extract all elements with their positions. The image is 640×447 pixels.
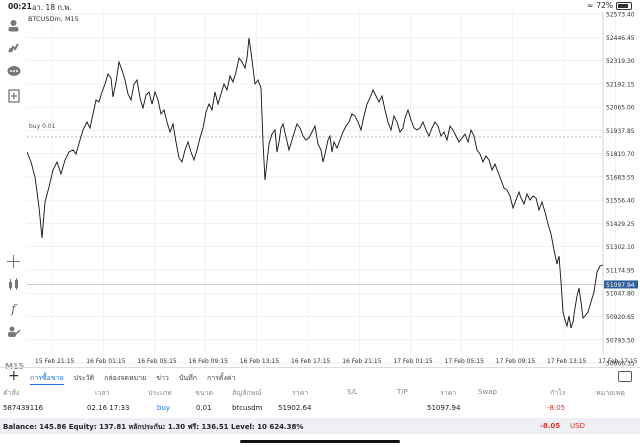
status-time: 00:21 <box>8 2 32 11</box>
battery-icon <box>616 1 632 10</box>
split-view-icon[interactable] <box>618 371 632 382</box>
account-summary-text: Balance: 145.86 Equity: 137.81 หลักประกั… <box>3 423 304 431</box>
trade-icon[interactable] <box>6 40 21 55</box>
cell-type: buy <box>157 404 171 412</box>
price-series-line <box>26 37 604 329</box>
price-chart[interactable]: 52573.40 52446.45 52319.30 52192.15 52065.00… <box>26 12 640 368</box>
time-tick-label: 16 Feb 17:15 <box>291 358 331 365</box>
time-tick-label: 17 Feb 09:15 <box>496 358 536 365</box>
price-tick-label: 52065.00 <box>606 105 635 112</box>
add-icon[interactable]: + <box>8 368 20 384</box>
bottom-tab-bar: + การซื้อขาย ประวัติ กล่องจดหมาย ข่าว บั… <box>0 367 640 386</box>
time-tick-label: 15 Feb 21:15 <box>35 358 75 365</box>
tabs: การซื้อขาย ประวัติ กล่องจดหมาย ข่าว บันท… <box>30 373 235 385</box>
status-right: ≈ 72% <box>587 1 632 10</box>
home-indicator <box>240 440 400 443</box>
account-icon[interactable] <box>6 18 21 33</box>
left-toolbar: f M15 <box>0 12 27 371</box>
add-document-icon[interactable] <box>6 88 21 103</box>
cell-profit: -8.05 <box>547 404 566 412</box>
price-tick-label: 50793.50 <box>606 337 635 344</box>
chart-grid <box>27 12 616 364</box>
col-volume: ขนาด <box>195 389 214 397</box>
timeframe-label[interactable]: M15 <box>5 362 25 371</box>
col-type: ประเภท <box>148 389 172 397</box>
indicators-icon[interactable] <box>6 277 21 292</box>
tab-news[interactable]: ข่าว <box>156 374 169 382</box>
tab-settings[interactable]: การตั้งค่า <box>206 374 236 382</box>
col-sl: S/L <box>347 388 358 396</box>
cell-price: 51902.64 <box>278 404 312 412</box>
time-tick-label: 16 Feb 01:15 <box>86 358 126 365</box>
price-tick-label: 50666.35 <box>606 361 635 367</box>
tab-trade[interactable]: การซื้อขาย <box>30 373 64 385</box>
cell-time: 02.16 17:33 <box>87 404 130 412</box>
col-order: คำสั่ง <box>3 389 20 397</box>
col-symbol: สัญลักษณ์ <box>232 389 262 397</box>
account-summary-bar: Balance: 145.86 Equity: 137.81 หลักประกั… <box>0 418 640 434</box>
wifi-icon: ≈ <box>587 1 594 10</box>
positions-table-header: คำสั่ง เวลา ประเภท ขนาด สัญลักษณ์ ราคา S… <box>0 388 640 400</box>
price-tick-label: 51556.40 <box>606 198 635 205</box>
price-axis: 52573.40 52446.45 52319.30 52192.15 52065.00… <box>606 12 635 368</box>
symbol-label: BTCUSDm, M15 <box>28 15 79 23</box>
cell-current-price: 51097.94 <box>427 404 461 412</box>
time-tick-label: 16 Feb 13:15 <box>240 358 280 365</box>
tab-journal[interactable]: บันทึก <box>178 374 197 382</box>
objects-icon[interactable] <box>6 324 21 339</box>
col-swap: Swap <box>478 388 497 396</box>
cell-symbol: btcusdm <box>232 404 263 412</box>
col-tp: T/P <box>397 388 408 396</box>
col-price: ราคา <box>292 389 309 397</box>
col-time: เวลา <box>95 389 110 397</box>
price-tick-label: 52573.40 <box>606 12 635 19</box>
status-date: อา. 18 ก.พ. <box>32 3 72 12</box>
time-tick-label: 17 Feb 13:15 <box>547 358 587 365</box>
crosshair-icon[interactable] <box>6 254 21 269</box>
cell-volume: 0.01 <box>196 404 212 412</box>
time-tick-label: 17 Feb 17:15 <box>598 358 638 365</box>
battery-percent: 72% <box>596 1 613 10</box>
current-price-tag: 51097.94 <box>604 280 638 289</box>
currency-label: USD <box>570 422 585 430</box>
price-tick-label: 51810.70 <box>606 151 635 158</box>
time-tick-label: 17 Feb 05:15 <box>445 358 485 365</box>
price-tick-label: 50920.65 <box>606 314 635 321</box>
current-price-bg <box>604 280 638 289</box>
price-tick-label: 51302.10 <box>606 244 635 251</box>
price-tick-label: 52446.45 <box>606 35 635 42</box>
time-tick-label: 16 Feb 09:15 <box>189 358 229 365</box>
total-profit: -8.05 <box>540 422 561 430</box>
price-tick-label: 51683.55 <box>606 174 635 181</box>
current-price-text: 51097.94 <box>606 282 635 289</box>
price-tick-label: 51174.95 <box>606 267 635 274</box>
buy-line-label: buy 0.01 <box>29 123 56 130</box>
time-tick-label: 16 Feb 21:15 <box>342 358 382 365</box>
time-tick-label: 16 Feb 05:15 <box>137 358 177 365</box>
price-tick-label: 52192.15 <box>606 81 635 88</box>
status-bar: 00:21 อา. 18 ก.พ. ≈ 72% <box>0 0 640 12</box>
col-current-price: ราคา <box>440 389 457 397</box>
col-profit: กำไร <box>550 389 566 397</box>
price-tick-label: 51047.80 <box>606 291 635 298</box>
chart-canvas[interactable]: 52573.40 52446.45 52319.30 52192.15 52065.00… <box>26 12 640 368</box>
function-icon[interactable]: f <box>11 301 16 316</box>
cell-order: 587439116 <box>3 404 44 412</box>
time-axis: 15 Feb 21:15 16 Feb 01:15 16 Feb 05:15 16 F… <box>35 358 638 365</box>
col-comment: หมายเหตุ <box>596 389 625 397</box>
price-tick-label: 52319.30 <box>606 58 635 65</box>
price-tick-label: 51429.25 <box>606 221 635 228</box>
chat-icon[interactable] <box>6 64 21 79</box>
price-tick-label: 51937.85 <box>606 128 635 135</box>
time-tick-label: 17 Feb 01:15 <box>393 358 433 365</box>
tab-mailbox[interactable]: กล่องจดหมาย <box>104 374 147 382</box>
tab-history[interactable]: ประวัติ <box>73 374 95 382</box>
table-row[interactable]: 587439116 02.16 17:33 buy 0.01 btcusdm 5… <box>0 404 640 416</box>
